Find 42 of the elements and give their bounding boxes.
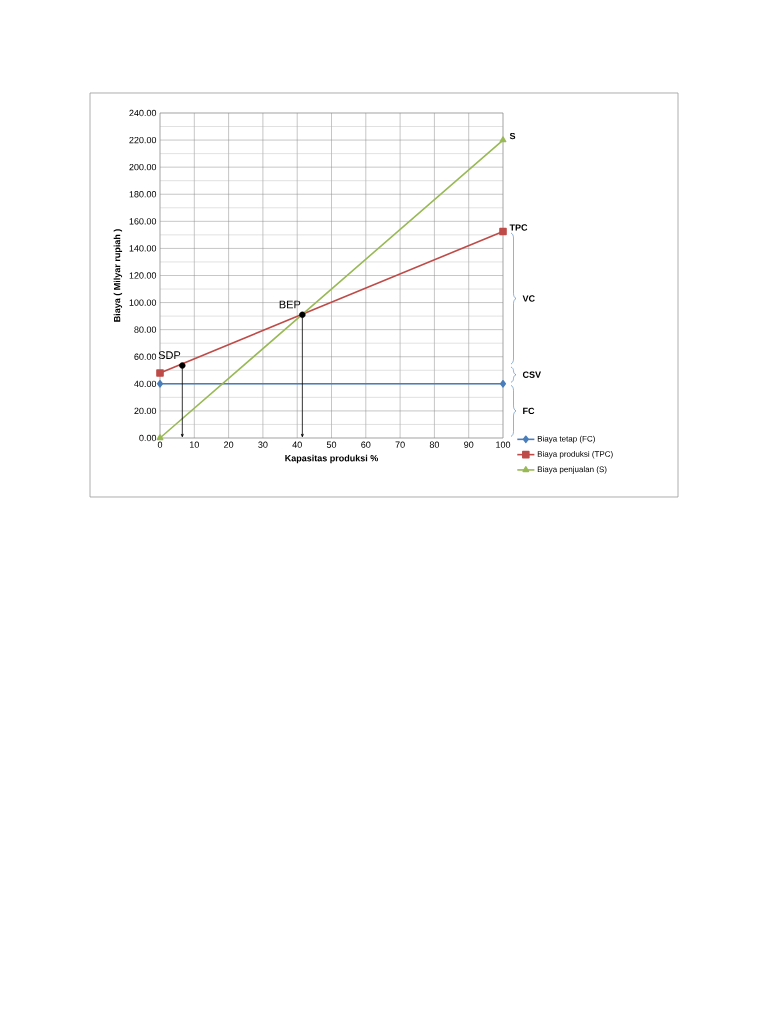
y-tick-label: 0.00 bbox=[139, 434, 157, 442]
y-tick-label: 100.00 bbox=[129, 299, 157, 306]
x-tick-label: 90 bbox=[464, 441, 474, 448]
x-tick-label: 70 bbox=[395, 441, 405, 448]
y-axis-title: Biaya ( Milyar rupiah ) bbox=[113, 229, 123, 322]
y-tick-label: 240.00 bbox=[129, 109, 157, 117]
point bbox=[499, 380, 507, 388]
x-tick-label: 40 bbox=[292, 441, 302, 448]
x-tick-label: 80 bbox=[429, 441, 440, 448]
x-tick-label: 50 bbox=[326, 441, 337, 448]
annotation: BEP bbox=[279, 300, 301, 309]
x-tick-label: 0 bbox=[157, 441, 163, 448]
x-tick-label: 60 bbox=[361, 441, 371, 448]
x-tick-label: 30 bbox=[258, 441, 268, 448]
point bbox=[179, 362, 186, 369]
text: CSV bbox=[522, 371, 541, 378]
point bbox=[499, 227, 507, 236]
y-tick-label: 220.00 bbox=[129, 136, 157, 144]
y-tick-label: 60.00 bbox=[134, 353, 157, 360]
y-tick-label: 160.00 bbox=[129, 218, 157, 225]
y-tick-label: 40.00 bbox=[134, 380, 157, 388]
annotation: TPC bbox=[509, 224, 528, 231]
y-tick-label: 200.00 bbox=[129, 163, 157, 171]
x-tick-label: 10 bbox=[189, 441, 199, 448]
y-tick-label: 120.00 bbox=[129, 272, 157, 279]
text: FC bbox=[523, 407, 535, 415]
point bbox=[299, 311, 306, 318]
y-tick-label: 180.00 bbox=[129, 191, 157, 198]
point bbox=[156, 380, 164, 388]
y-tick-label: 20.00 bbox=[134, 407, 157, 415]
x-tick-label: 100 bbox=[496, 441, 511, 448]
x-tick-label: 20 bbox=[224, 441, 234, 448]
annotation: S bbox=[509, 132, 516, 140]
annotation: SDP bbox=[158, 351, 181, 360]
point bbox=[156, 369, 164, 377]
legend-label: Biaya produksi (TPC) bbox=[537, 450, 613, 459]
y-tick-label: 140.00 bbox=[129, 245, 157, 252]
x-axis-title: Kapasitas produksi % bbox=[285, 454, 379, 464]
y-tick-label: 80.00 bbox=[134, 326, 157, 333]
legend-label: Biaya penjualan (S) bbox=[537, 466, 607, 474]
legend-label: Biaya tetap (FC) bbox=[537, 435, 595, 444]
text: VC bbox=[522, 295, 535, 302]
